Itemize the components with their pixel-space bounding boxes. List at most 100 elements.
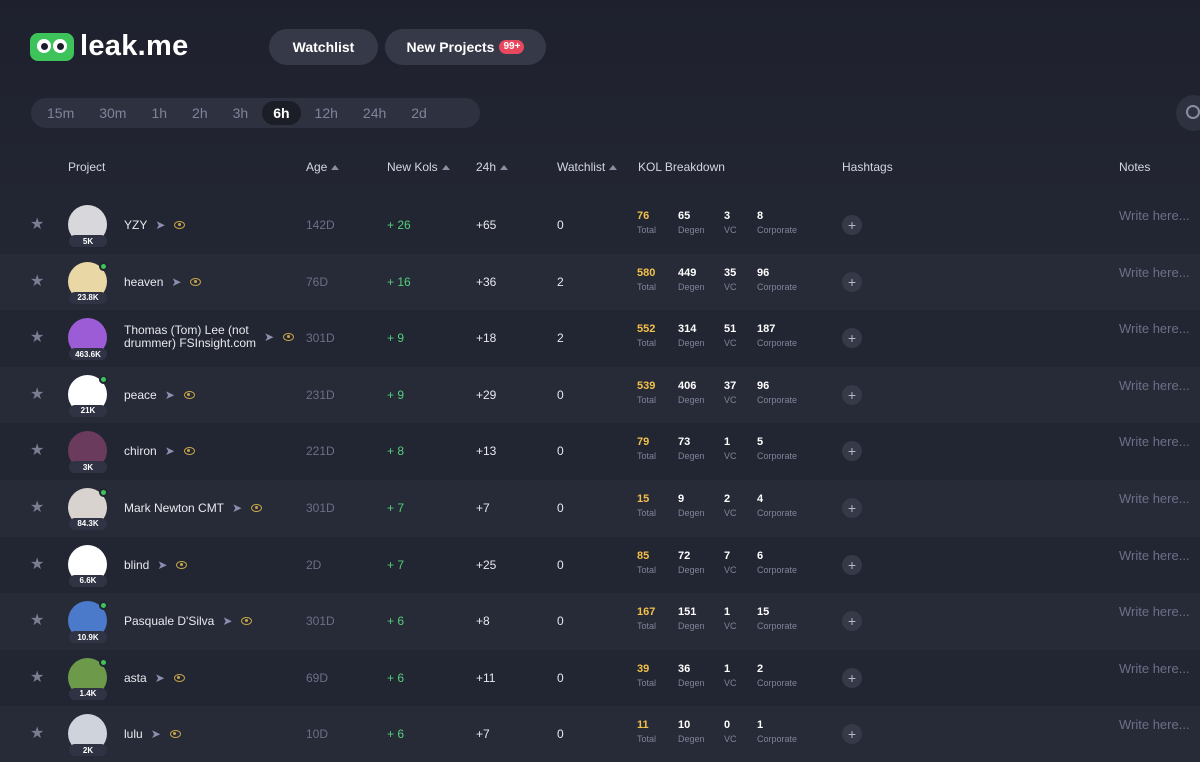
star-icon[interactable]: ★ (30, 385, 45, 403)
notes-input[interactable]: Write here... (1119, 660, 1190, 676)
star-icon[interactable]: ★ (30, 612, 45, 630)
project-name[interactable]: Pasquale D'Silva ➤ (124, 614, 253, 629)
avatar[interactable]: 10.9K (68, 601, 108, 644)
watchlist-button[interactable]: Watchlist (269, 29, 378, 65)
eye-icon[interactable] (183, 447, 195, 456)
notes-input[interactable]: Write here... (1119, 434, 1190, 450)
table-row[interactable]: ★ 6.6K blind ➤ 2D + 7 +25 0 85 Total 72 Degen 7 VC 6 Co… (0, 537, 1200, 594)
rocket-icon[interactable]: ➤ (171, 274, 182, 289)
project-name[interactable]: lulu ➤ (124, 727, 181, 741)
add-hashtag-button[interactable]: + (842, 441, 862, 462)
star-icon[interactable]: ★ (30, 329, 45, 347)
notes-input[interactable]: Write here... (1119, 208, 1190, 223)
star-icon[interactable]: ★ (30, 272, 45, 290)
project-name[interactable]: chiron ➤ (124, 444, 195, 458)
eye-icon[interactable] (283, 333, 295, 342)
star-icon[interactable]: ★ (30, 555, 45, 573)
time-filter-2h[interactable]: 2h (192, 105, 208, 121)
rocket-icon[interactable]: ➤ (155, 218, 166, 232)
star-icon[interactable]: ★ (30, 498, 45, 516)
add-hashtag-button[interactable]: + (842, 384, 862, 405)
table-row[interactable]: ★ 10.9K Pasquale D'Silva ➤ 301D + 6 +8 0 167 Tota… (0, 593, 1200, 650)
column-header-new-kols[interactable]: New Kols (387, 160, 450, 174)
column-header-age[interactable]: Age (306, 160, 340, 174)
avatar[interactable]: 84.3K (68, 487, 108, 530)
avatar[interactable]: 463.6K (68, 318, 107, 361)
rocket-icon[interactable]: ➤ (232, 500, 243, 515)
table-row[interactable]: ★ 21K peace ➤ 231D + 9 +29 0 539 Total 406 Degen 37 V… (0, 366, 1200, 424)
project-name[interactable]: blind ➤ (124, 557, 188, 572)
rocket-icon[interactable]: ➤ (164, 387, 175, 402)
rocket-icon[interactable]: ➤ (150, 727, 161, 742)
add-hashtag-button[interactable]: + (842, 328, 862, 349)
24h-value: +29 (476, 387, 497, 402)
kol-vc: 51 VC (724, 323, 737, 349)
notes-input[interactable]: Write here... (1119, 264, 1190, 280)
new-projects-button[interactable]: New Projects 99+ (385, 29, 546, 65)
avatar[interactable]: 3K (68, 431, 107, 474)
time-filter-3h[interactable]: 3h (232, 105, 249, 121)
rocket-icon[interactable]: ➤ (164, 444, 175, 459)
time-filter-12h[interactable]: 12h (314, 105, 338, 121)
project-name[interactable]: heaven ➤ (124, 274, 202, 289)
eye-icon[interactable] (251, 503, 263, 512)
eye-icon[interactable] (169, 730, 181, 739)
table-row[interactable]: ★ 2K lulu ➤ 10D + 6 +7 0 11 Total 10 Degen 0 VC 1 Corpo… (0, 706, 1200, 762)
eye-icon[interactable] (173, 673, 185, 682)
avatar[interactable]: 1.4K (68, 657, 108, 700)
add-hashtag-button[interactable]: + (842, 554, 862, 575)
table-row[interactable]: ★ 3K chiron ➤ 221D + 8 +13 0 79 Total 73 Degen 1 VC 5 C… (0, 423, 1200, 480)
time-filter-30m[interactable]: 30m (99, 105, 127, 121)
avatar[interactable]: 21K (68, 374, 108, 417)
time-filter-2d[interactable]: 2d (411, 105, 427, 121)
rocket-icon[interactable]: ➤ (222, 614, 233, 629)
eye-icon[interactable] (176, 560, 188, 569)
search-button[interactable] (1176, 95, 1200, 131)
avatar[interactable]: 2K (68, 714, 107, 757)
rocket-icon[interactable]: ➤ (264, 330, 275, 345)
add-hashtag-button[interactable]: + (842, 215, 862, 235)
notes-input[interactable]: Write here... (1119, 490, 1190, 506)
add-hashtag-button[interactable]: + (842, 611, 862, 632)
column-header-watchlist[interactable]: Watchlist (557, 160, 618, 174)
star-icon[interactable]: ★ (30, 442, 45, 460)
project-name[interactable]: Thomas (Tom) Lee (not drummer) FSInsight.… (124, 324, 295, 350)
time-filter-1h[interactable]: 1h (151, 105, 168, 121)
project-name[interactable]: asta ➤ (124, 671, 185, 685)
notes-input[interactable]: Write here... (1119, 717, 1190, 733)
add-hashtag-button[interactable]: + (842, 497, 862, 518)
star-icon[interactable]: ★ (30, 725, 45, 743)
add-hashtag-button[interactable]: + (842, 667, 862, 688)
time-filter-15m[interactable]: 15m (47, 105, 75, 121)
eye-icon[interactable] (190, 277, 202, 286)
notes-input[interactable]: Write here... (1119, 321, 1190, 337)
column-header-24h[interactable]: 24h (476, 160, 509, 174)
table-row[interactable]: ★ 84.3K Mark Newton CMT ➤ 301D + 7 +7 0 15 Total 9… (0, 479, 1200, 537)
notes-input[interactable]: Write here... (1119, 377, 1190, 393)
eye-icon[interactable] (183, 390, 195, 399)
rocket-icon[interactable]: ➤ (154, 670, 165, 685)
avatar[interactable]: 5K (68, 205, 107, 247)
table-row[interactable]: ★ 5K YZY ➤ 142D + 26 +65 0 76 Total 65 Degen 3 VC 8 Cor… (0, 197, 1200, 254)
project-name[interactable]: Mark Newton CMT ➤ (124, 500, 263, 515)
project-name[interactable]: peace ➤ (124, 388, 195, 402)
logo[interactable]: leak.me (30, 30, 189, 63)
time-filter-24h[interactable]: 24h (362, 105, 387, 121)
time-filter-6h[interactable]: 6h (262, 101, 301, 125)
eye-icon[interactable] (241, 617, 253, 626)
add-hashtag-button[interactable]: + (842, 724, 862, 745)
table-row[interactable]: ★ 1.4K asta ➤ 69D + 6 +11 0 39 Total 36 Degen 1 VC 2 Co… (0, 650, 1200, 707)
star-icon[interactable]: ★ (30, 216, 45, 233)
star-icon[interactable]: ★ (30, 668, 45, 686)
eye-icon[interactable] (174, 221, 186, 229)
notes-input[interactable]: Write here... (1119, 604, 1190, 620)
table-row[interactable]: ★ 23.8K heaven ➤ 76D + 16 +36 2 580 Total 449 Degen… (0, 253, 1200, 311)
project-name[interactable]: YZY ➤ (124, 218, 186, 232)
table-row[interactable]: ★ 463.6K Thomas (Tom) Lee (not drummer) FSI… (0, 310, 1200, 367)
avatar[interactable]: 6.6K (68, 544, 107, 587)
avatar[interactable]: 23.8K (68, 261, 108, 304)
notes-input[interactable]: Write here... (1119, 547, 1190, 563)
column-header-project[interactable]: Project (68, 160, 106, 174)
rocket-icon[interactable]: ➤ (157, 557, 168, 572)
add-hashtag-button[interactable]: + (842, 271, 862, 292)
